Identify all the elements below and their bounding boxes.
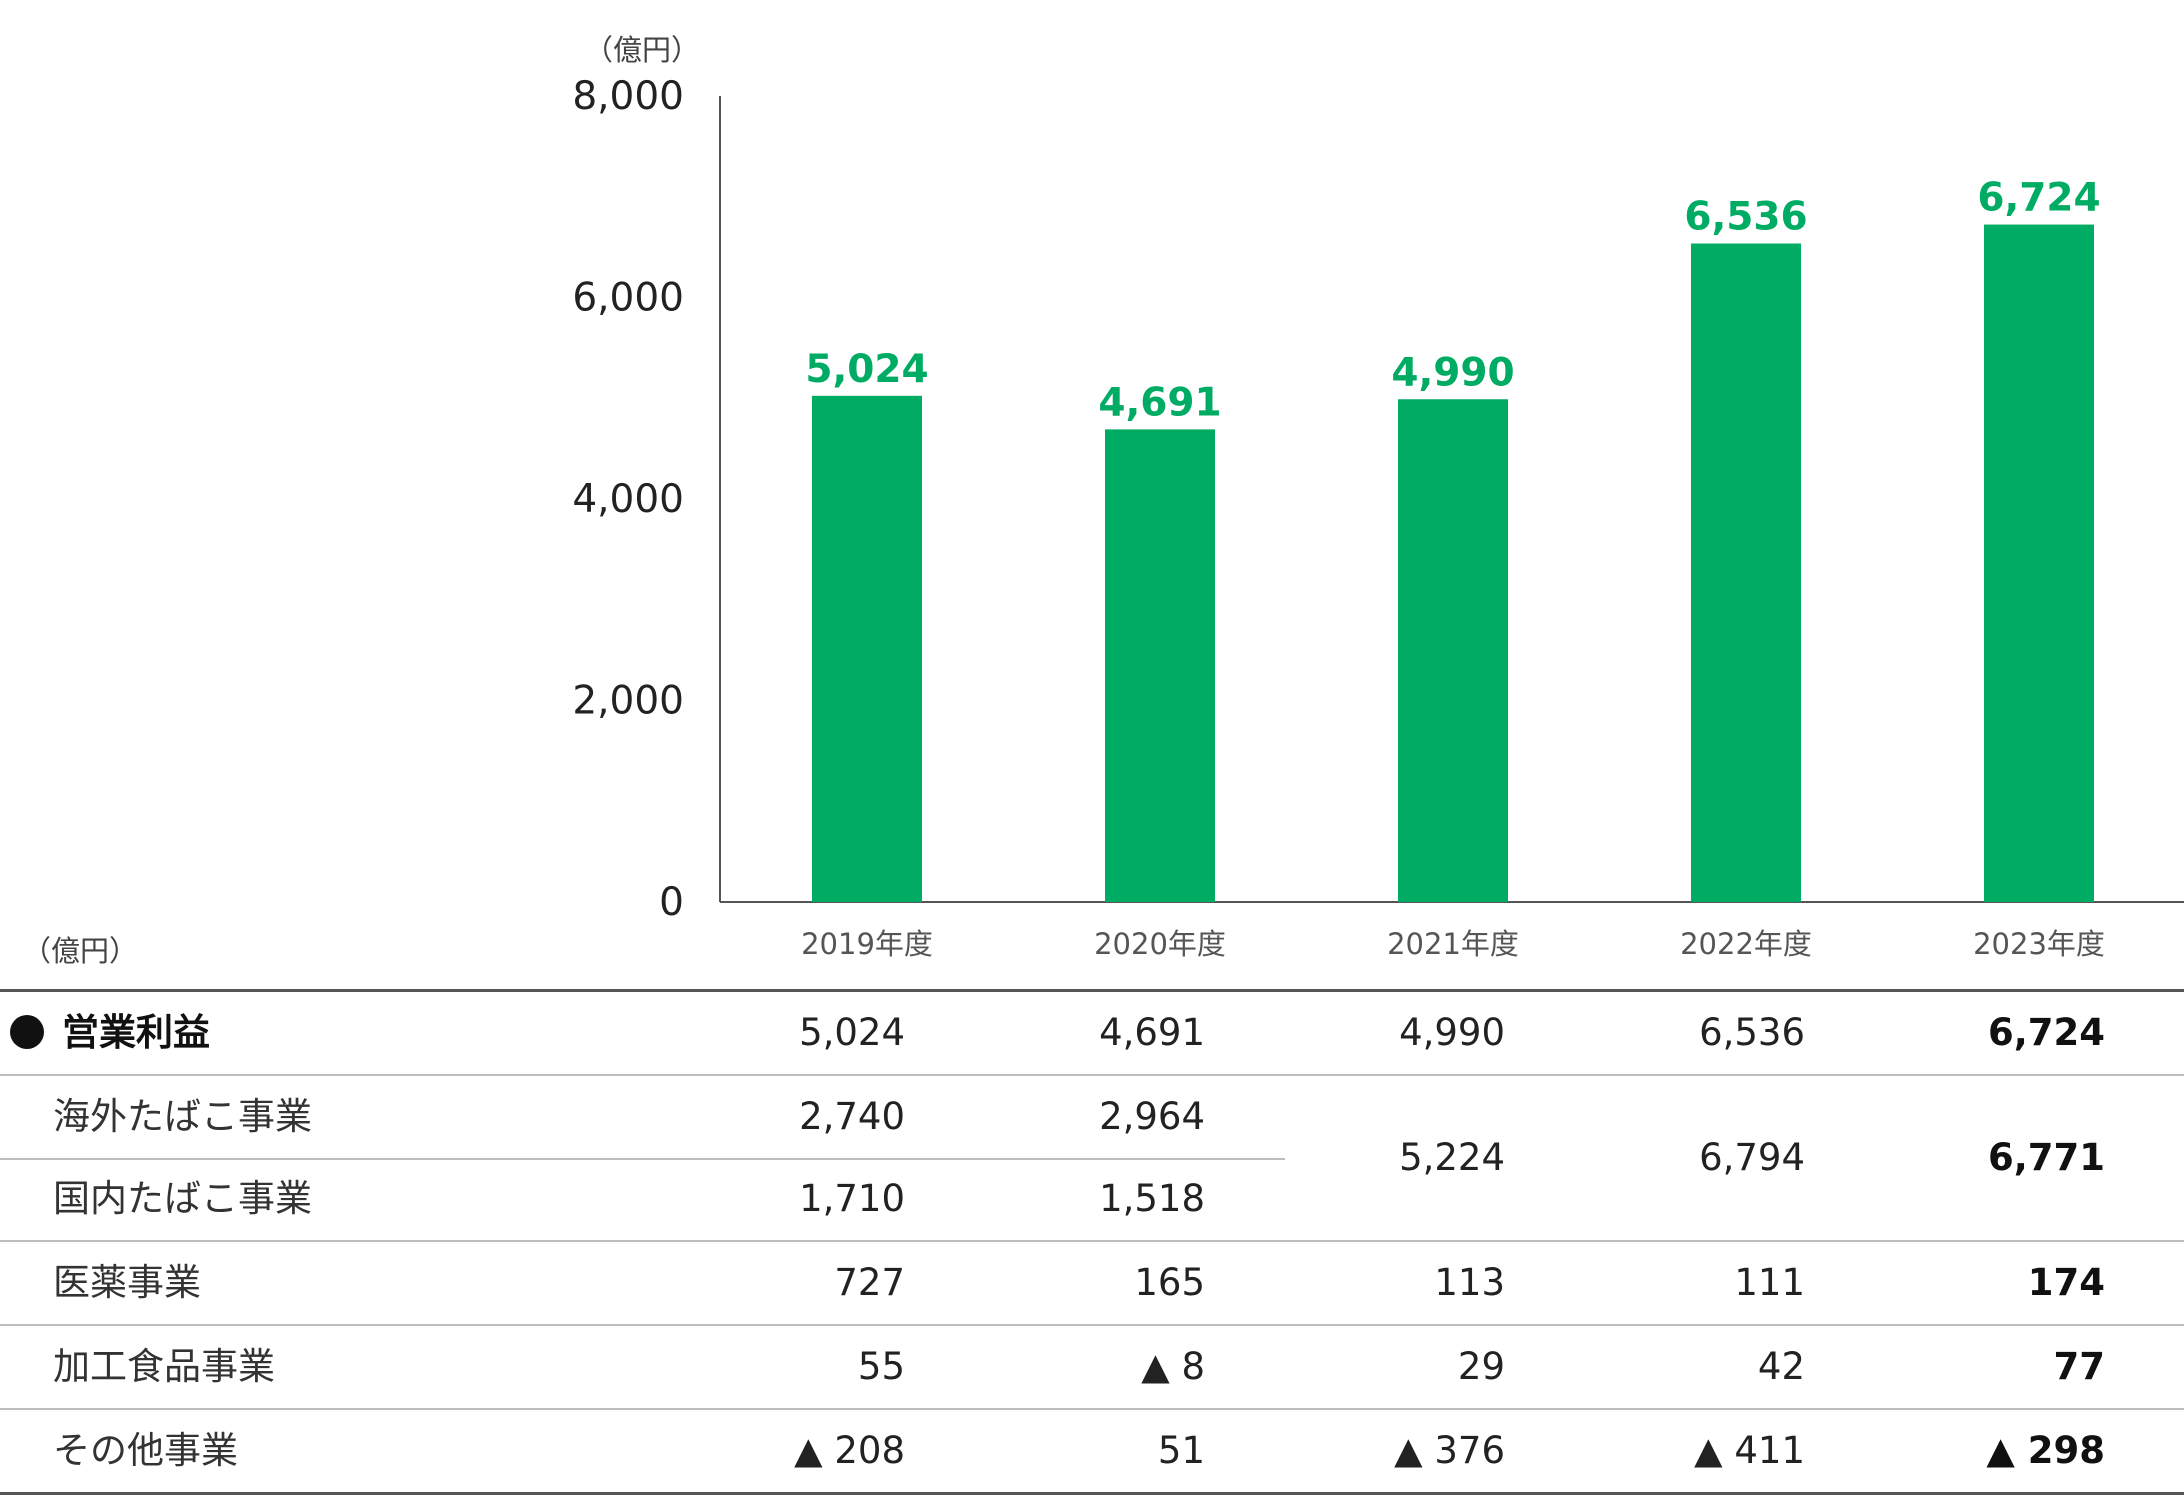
x-tick-label: 2021年度 — [1387, 927, 1519, 961]
chart-unit-label: （億円） — [584, 35, 701, 67]
food-2020: ▲ 8 — [1141, 1345, 1205, 1388]
bar — [1984, 224, 2094, 902]
tobacco-combined-2021: 5,224 — [1399, 1136, 1505, 1179]
bar — [1398, 399, 1508, 902]
total-label: 営業利益 — [10, 992, 210, 1074]
food-2019: 55 — [857, 1345, 905, 1388]
food-2023: 77 — [2053, 1345, 2106, 1388]
tobacco-combined-2022: 6,794 — [1699, 1136, 1805, 1179]
bars — [812, 224, 2094, 903]
other-label: その他事業 — [53, 1429, 238, 1472]
x-tick-labels: 2019年度 2020年度 2021年度 2022年度 2023年度 — [801, 927, 2105, 961]
tobacco-block: 海外たばこ事業 2,740 2,964 国内たばこ事業 1,710 1,518 … — [0, 1076, 2184, 1242]
total-2022: 6,536 — [1699, 1011, 1805, 1054]
tobacco-combined-2023: 6,771 — [1987, 1136, 2105, 1179]
y-tick-label: 8,000 — [572, 74, 684, 119]
tobacco-overseas-2019: 2,740 — [799, 1095, 905, 1138]
y-tick-label: 2,000 — [572, 679, 684, 724]
value-labels: 5,024 4,691 4,990 6,536 6,724 — [805, 176, 2100, 426]
pharma-label: 医薬事業 — [53, 1261, 201, 1304]
table-row-tobacco-overseas: 海外たばこ事業 2,740 2,964 — [0, 1076, 1285, 1160]
bar-value-label: 6,536 — [1684, 194, 1807, 239]
table-row-other: その他事業 ▲ 208 51 ▲ 376 ▲ 411 ▲ 298 — [0, 1410, 2184, 1495]
x-tick-label: 2022年度 — [1680, 927, 1812, 961]
table-row-total: 営業利益 5,024 4,691 4,990 6,536 6,724 — [0, 989, 2184, 1076]
food-2022: 42 — [1757, 1345, 1805, 1388]
x-tick-label: 2023年度 — [1973, 927, 2105, 961]
food-2021: 29 — [1457, 1345, 1505, 1388]
pharma-2019: 727 — [834, 1261, 905, 1304]
table-row-pharma: 医薬事業 727 165 113 111 174 — [0, 1242, 2184, 1326]
tobacco-overseas-label: 海外たばこ事業 — [53, 1095, 312, 1138]
table-unit-label: （億円） — [22, 936, 139, 968]
tobacco-domestic-2020: 1,518 — [1099, 1177, 1205, 1220]
tobacco-domestic-label: 国内たばこ事業 — [53, 1177, 312, 1220]
pharma-2022: 111 — [1734, 1261, 1805, 1304]
bar — [1691, 243, 1801, 903]
table-row-tobacco-domestic: 国内たばこ事業 1,710 1,518 — [0, 1158, 1285, 1240]
tobacco-domestic-2019: 1,710 — [799, 1177, 905, 1220]
y-tick-label: 0 — [659, 880, 684, 925]
total-2019: 5,024 — [799, 1011, 905, 1054]
operating-profit-table: 営業利益 5,024 4,691 4,990 6,536 6,724 海外たばこ… — [0, 989, 2184, 1495]
bar-value-label: 6,724 — [1977, 176, 2100, 221]
total-2023: 6,724 — [1987, 1011, 2105, 1054]
food-label: 加工食品事業 — [53, 1345, 275, 1388]
other-2023: ▲ 298 — [1986, 1429, 2105, 1472]
bar-value-label: 5,024 — [805, 347, 928, 392]
other-2019: ▲ 208 — [794, 1429, 905, 1472]
table-row-food: 加工食品事業 55 ▲ 8 29 42 77 — [0, 1326, 2184, 1410]
tobacco-overseas-2020: 2,964 — [1099, 1095, 1205, 1138]
y-tick-labels: 0 2,000 4,000 6,000 8,000 — [572, 74, 684, 925]
bar-value-label: 4,990 — [1391, 350, 1514, 395]
bar — [1105, 429, 1215, 902]
x-tick-label: 2019年度 — [801, 927, 933, 961]
bar — [812, 395, 922, 902]
pharma-2021: 113 — [1434, 1261, 1505, 1304]
bar-value-label: 4,691 — [1098, 380, 1221, 425]
other-2022: ▲ 411 — [1694, 1429, 1805, 1472]
x-tick-label: 2020年度 — [1094, 927, 1226, 961]
pharma-2023: 174 — [2027, 1261, 2105, 1304]
bar-chart: 0 2,000 4,000 6,000 8,000 5,024 4,691 4,990 6,5… — [572, 74, 2184, 961]
y-tick-label: 4,000 — [572, 477, 684, 522]
total-2021: 4,990 — [1399, 1011, 1505, 1054]
pharma-2020: 165 — [1134, 1261, 1205, 1304]
bullet-icon — [10, 1014, 44, 1049]
other-2021: ▲ 376 — [1394, 1429, 1505, 1472]
other-2020: 51 — [1157, 1429, 1205, 1472]
total-2020: 4,691 — [1099, 1011, 1205, 1054]
y-tick-label: 6,000 — [572, 276, 684, 321]
